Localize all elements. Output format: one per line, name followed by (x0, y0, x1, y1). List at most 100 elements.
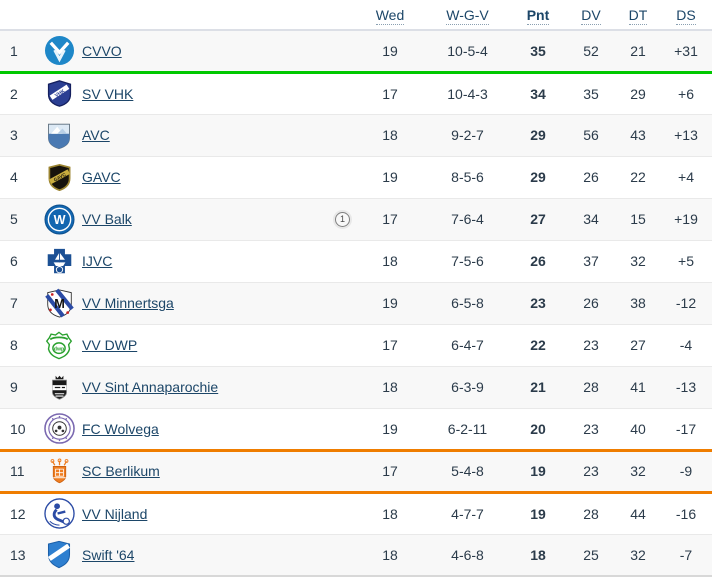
team-link[interactable]: VV Minnertsga (82, 295, 174, 311)
vv-nijland-logo (43, 498, 75, 530)
ds-value: +5 (678, 253, 694, 269)
pnt-value: 26 (530, 253, 546, 269)
ds-value: -12 (675, 295, 697, 311)
gavc-logo: GAVC (43, 161, 75, 193)
vv-sint-annaparochie-logo (43, 371, 75, 403)
position: 1 (10, 42, 18, 59)
sc-berlikum-logo (43, 455, 75, 487)
wed-value: 17 (382, 337, 398, 353)
svg-text:VHK: VHK (53, 88, 66, 99)
wgv-value: 4-7-7 (451, 505, 484, 522)
ds-value: -4 (679, 337, 693, 353)
team-link[interactable]: GAVC (82, 169, 121, 185)
ds-value: -17 (675, 420, 697, 437)
wgv-value: 9-2-7 (451, 127, 484, 143)
header-dv: DV (581, 6, 601, 25)
ds-value: -9 (679, 463, 693, 479)
table-row: 2 VHK SV VHK 17 10-4-3 34 35 29 +6 (0, 72, 712, 115)
wed-value: 19 (382, 169, 398, 185)
wgv-value: 7-6-4 (451, 211, 484, 227)
team-link[interactable]: Swift '64 (82, 546, 135, 563)
ds-value: -13 (675, 379, 697, 395)
dt-value: 44 (630, 505, 646, 522)
header-pnt: Pnt (526, 6, 550, 25)
dt-value: 22 (630, 169, 646, 185)
avc-logo (43, 119, 75, 151)
wed-value: 19 (382, 42, 398, 59)
table-row: 8 dwp VV DWP 17 6-4-7 22 23 27 -4 (0, 324, 712, 367)
dt-value: 29 (630, 85, 646, 102)
dt-value: 38 (630, 295, 646, 311)
ds-value: -7 (679, 546, 693, 563)
wed-value: 18 (382, 127, 398, 143)
wed-value: 18 (382, 505, 398, 522)
pnt-value: 20 (530, 420, 546, 437)
dv-value: 35 (583, 85, 599, 102)
team-link[interactable]: VV DWP (82, 337, 138, 353)
wgv-value: 7-5-6 (451, 253, 484, 269)
svg-text:M: M (54, 297, 65, 311)
table-row: 7 M VV Minnertsga 19 6-5-8 23 26 38 -12 (0, 282, 712, 325)
table-row: 11 SC Berlikum 17 5-4-8 19 23 32 -9 (0, 450, 712, 494)
team-link[interactable]: AVC (82, 127, 110, 143)
team-link[interactable]: SC Berlikum (82, 463, 160, 479)
team-link[interactable]: SV VHK (82, 85, 134, 102)
table-row: 4 GAVC GAVC 19 8-5-6 29 26 22 +4 (0, 156, 712, 199)
pnt-value: 18 (530, 546, 546, 563)
dt-value: 32 (630, 463, 646, 479)
position: 7 (10, 295, 18, 311)
dt-value: 32 (630, 253, 646, 269)
points-deduction-badge[interactable]: 1 (335, 211, 350, 227)
position: 5 (10, 211, 18, 227)
dt-value: 21 (630, 42, 646, 59)
position: 10 (10, 420, 26, 437)
team-link[interactable]: VV Nijland (82, 505, 148, 522)
dt-value: 41 (630, 379, 646, 395)
dv-value: 37 (583, 253, 599, 269)
wgv-value: 4-6-8 (451, 546, 484, 563)
pnt-value: 29 (530, 127, 546, 143)
dt-value: 43 (630, 127, 646, 143)
team-link[interactable]: IJVC (82, 253, 113, 269)
wed-value: 18 (382, 379, 398, 395)
table-row: 5 W VV Balk 1 17 7-6-4 27 34 15 +19 (0, 198, 712, 241)
dv-value: 28 (583, 379, 599, 395)
header-ds: DS (676, 6, 696, 25)
table-row: 10 FC Wolvega 19 6-2-11 20 23 40 -17 (0, 408, 712, 452)
dv-value: 23 (583, 420, 599, 437)
team-link[interactable]: VV Sint Annaparochie (82, 379, 219, 395)
svg-text:GAVC: GAVC (52, 171, 66, 182)
team-link[interactable]: FC Wolvega (82, 420, 159, 437)
pnt-value: 35 (530, 42, 546, 59)
ds-value: +13 (674, 127, 698, 143)
wgv-value: 10-4-3 (447, 85, 488, 102)
dv-value: 52 (583, 42, 599, 59)
team-link[interactable]: VV Balk (82, 211, 132, 227)
table-row: 13 Swift '64 18 4-6-8 18 25 32 -7 (0, 534, 712, 577)
pnt-value: 19 (530, 505, 546, 522)
ds-value: +6 (678, 85, 694, 102)
ijvc-logo (43, 245, 75, 277)
position: 2 (10, 85, 18, 102)
dv-value: 56 (583, 127, 599, 143)
ds-value: +19 (674, 211, 698, 227)
wed-value: 19 (382, 420, 398, 437)
wed-value: 18 (382, 253, 398, 269)
dt-value: 40 (630, 420, 646, 437)
pnt-value: 29 (530, 169, 546, 185)
vv-dwp-logo: dwp (43, 329, 75, 361)
dv-value: 34 (583, 211, 599, 227)
position: 4 (10, 169, 18, 185)
pnt-value: 22 (530, 337, 546, 353)
header-dt: DT (628, 6, 648, 25)
vv-balk-logo: W (43, 203, 75, 235)
table-row: 3 AVC 18 9-2-7 29 56 43 +13 (0, 114, 712, 157)
pnt-value: 34 (530, 85, 546, 102)
fc-wolvega-logo (43, 413, 75, 445)
header-position (0, 0, 36, 31)
team-link[interactable]: CVVO (82, 42, 122, 59)
pnt-value: 23 (530, 295, 546, 311)
pnt-value: 27 (530, 211, 546, 227)
dv-value: 23 (583, 463, 599, 479)
